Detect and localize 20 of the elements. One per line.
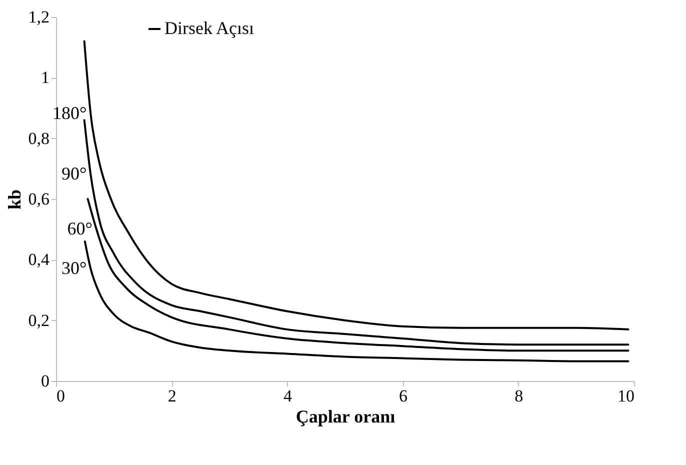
y-tick-label: 0,4 <box>28 250 50 270</box>
x-axis-title: Çaplar oranı <box>296 406 396 426</box>
series-label: 30° <box>61 258 87 278</box>
y-tick-label: 0,6 <box>28 190 50 208</box>
series-label: 90° <box>61 164 87 184</box>
y-axis-title: kb <box>4 189 24 210</box>
y-tick-label: 0 <box>41 372 50 390</box>
series-label: 60° <box>67 218 92 238</box>
x-tick-label: 0 <box>56 386 65 406</box>
x-tick-label: 4 <box>283 386 292 406</box>
x-tick-label: 6 <box>399 386 408 406</box>
x-tick-label: 10 <box>618 386 634 406</box>
series-label: 180° <box>52 103 87 124</box>
y-tick-label: 0,2 <box>28 310 50 330</box>
y-tick-label: 1,2 <box>28 8 50 26</box>
y-tick-label: 0,8 <box>28 128 50 148</box>
x-tick-label: 2 <box>168 386 176 406</box>
x-tick-label: 8 <box>514 386 524 406</box>
legend-title: Dirsek Açısı <box>164 18 254 38</box>
y-tick-label: 1 <box>41 68 50 88</box>
